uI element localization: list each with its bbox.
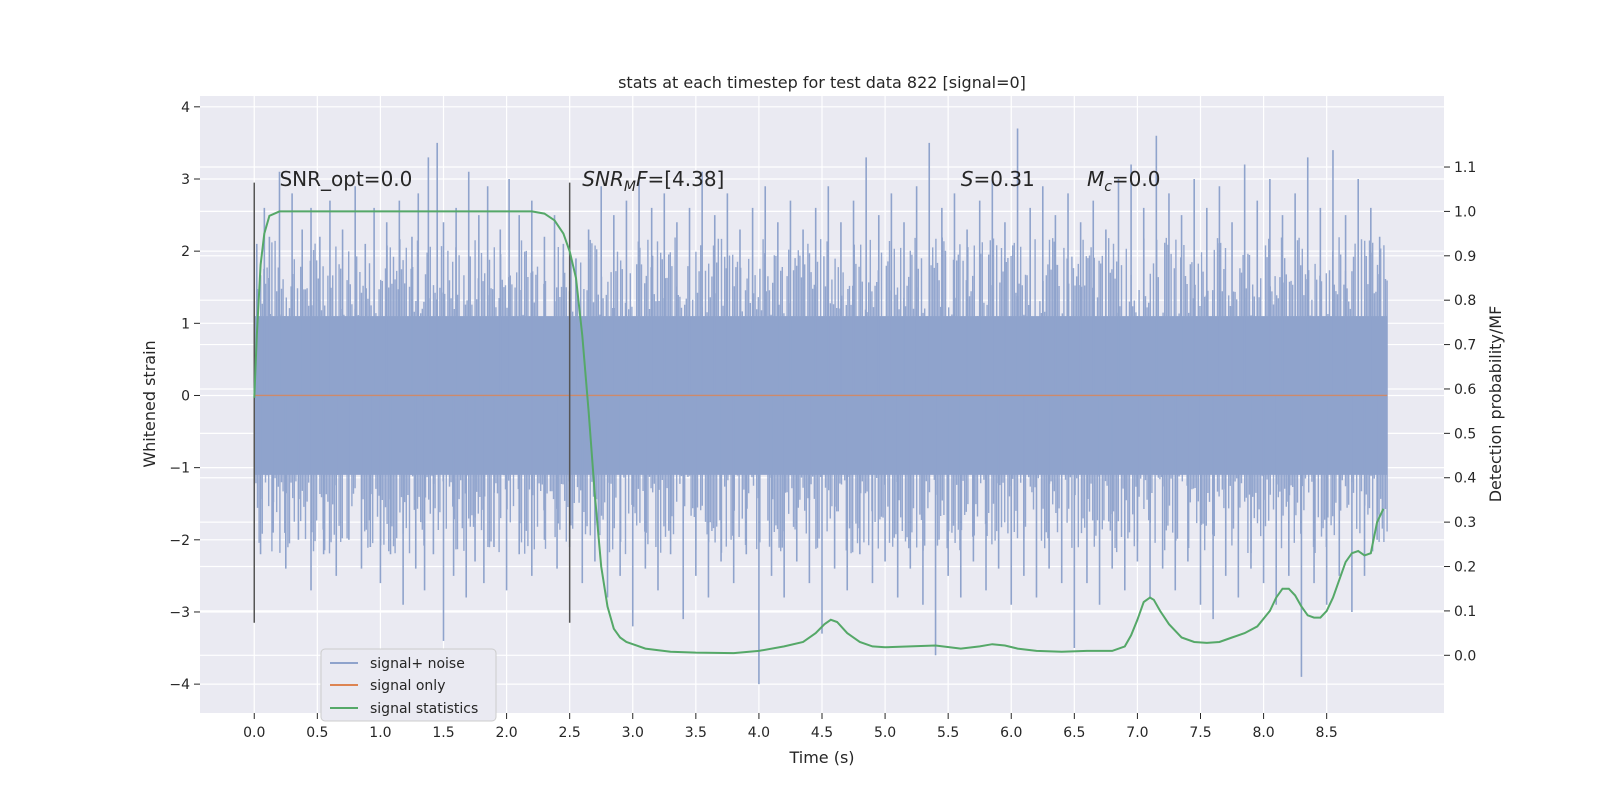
- x-tick-label-2: 1.0: [369, 725, 391, 741]
- x-axis-label: Time (s): [788, 748, 854, 767]
- y2-tick-label-3: 0.3: [1454, 515, 1476, 531]
- y-tick-label-0: −4: [169, 677, 190, 693]
- x-tick-label-15: 7.5: [1189, 725, 1211, 741]
- annotation-s: S=0.31: [961, 167, 1035, 191]
- legend-label-signal-only: signal only: [370, 678, 445, 694]
- x-tick-label-5: 2.5: [559, 725, 581, 741]
- y2-tick-label-1: 0.1: [1454, 604, 1476, 620]
- y-tick-label-6: 2: [181, 244, 190, 260]
- y2-axis-ticks: 0.0 0.1 0.2 0.3 0.4 0.5 0.6 0.7 0.8 0.9 1.0 1.1: [1444, 160, 1476, 664]
- x-tick-label-10: 5.0: [874, 725, 896, 741]
- y2-tick-label-2: 0.2: [1454, 560, 1476, 576]
- y2-tick-label-11: 1.1: [1454, 160, 1476, 176]
- chart-title: stats at each timestep for test data 822…: [618, 73, 1026, 92]
- y2-tick-label-7: 0.7: [1454, 338, 1476, 354]
- x-tick-label-4: 2.0: [495, 725, 517, 741]
- x-tick-label-13: 6.5: [1063, 725, 1085, 741]
- x-tick-label-16: 8.0: [1252, 725, 1274, 741]
- y-tick-label-4: 0: [181, 388, 190, 404]
- x-tick-label-7: 3.5: [685, 725, 707, 741]
- x-tick-label-17: 8.5: [1316, 725, 1338, 741]
- legend-label-signal-statistics: signal statistics: [370, 701, 478, 717]
- y-axis-label: Whitened strain: [140, 340, 159, 467]
- legend-box: [320, 648, 497, 722]
- x-tick-label-11: 5.5: [937, 725, 959, 741]
- x-tick-label-6: 3.0: [622, 725, 644, 741]
- series-signal-statistics: [253, 210, 1385, 655]
- y2-axis-label: Detection probability/MF: [1486, 306, 1505, 503]
- annotation-snr_mf: SNRMF=[4.38]: [582, 167, 724, 195]
- x-tick-label-8: 4.0: [748, 725, 770, 741]
- legend: signal+ noise signal only signal statist…: [320, 648, 497, 722]
- y-tick-label-8: 4: [181, 100, 190, 116]
- signal-statistics-line: [253, 210, 1385, 655]
- y-tick-label-2: −2: [169, 533, 190, 549]
- x-tick-label-3: 1.5: [432, 725, 454, 741]
- x-tick-label-12: 6.0: [1000, 725, 1022, 741]
- y-axis-ticks: −4 −3 −2 −1 0 1 2 3 4: [169, 100, 200, 693]
- x-tick-label-9: 4.5: [811, 725, 833, 741]
- y2-tick-label-8: 0.8: [1454, 293, 1476, 309]
- y2-tick-label-6: 0.6: [1454, 382, 1476, 398]
- annotation-snr_opt: SNR_opt=0.0: [279, 167, 412, 191]
- y2-tick-label-5: 0.5: [1454, 426, 1476, 442]
- y2-tick-label-9: 0.9: [1454, 249, 1476, 265]
- x-tick-label-14: 7.0: [1126, 725, 1148, 741]
- vertical-markers: [253, 182, 571, 623]
- annotation-mc: Mc=0.0: [1087, 167, 1161, 195]
- x-tick-label-1: 0.5: [306, 725, 328, 741]
- y-tick-label-7: 3: [181, 172, 190, 188]
- y2-tick-label-0: 0.0: [1454, 648, 1476, 664]
- x-axis-ticks: 0.0 0.5 1.0 1.5 2.0 2.5 3.0 3.5 4.0 4.5 5.0 5.5 6.0 6…: [243, 713, 1338, 741]
- legend-label-signal-noise: signal+ noise: [370, 656, 465, 672]
- y2-tick-label-10: 1.0: [1454, 204, 1476, 220]
- y-tick-label-3: −1: [169, 461, 190, 477]
- y2-tick-label-4: 0.4: [1454, 471, 1476, 487]
- annotations: SNR_opt=0.0 SNRMF=[4.38] S=0.31 Mc=0.0: [279, 167, 1160, 195]
- y-tick-label-1: −3: [169, 605, 190, 621]
- y-tick-label-5: 1: [181, 316, 190, 332]
- x-tick-label-0: 0.0: [243, 725, 265, 741]
